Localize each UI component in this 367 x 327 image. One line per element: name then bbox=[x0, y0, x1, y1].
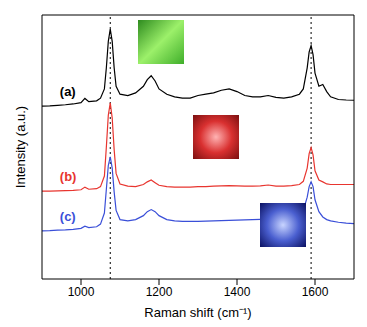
svg-text:(a): (a) bbox=[60, 84, 76, 99]
svg-text:Raman shift (cm⁻¹): Raman shift (cm⁻¹) bbox=[144, 305, 251, 320]
svg-text:(c): (c) bbox=[60, 209, 76, 224]
svg-text:Intensity (a.u.): Intensity (a.u.) bbox=[13, 106, 28, 188]
svg-text:1200: 1200 bbox=[146, 285, 173, 299]
svg-text:1400: 1400 bbox=[224, 285, 251, 299]
svg-text:1600: 1600 bbox=[302, 285, 329, 299]
svg-text:1000: 1000 bbox=[68, 285, 95, 299]
svg-text:(b): (b) bbox=[60, 169, 77, 184]
